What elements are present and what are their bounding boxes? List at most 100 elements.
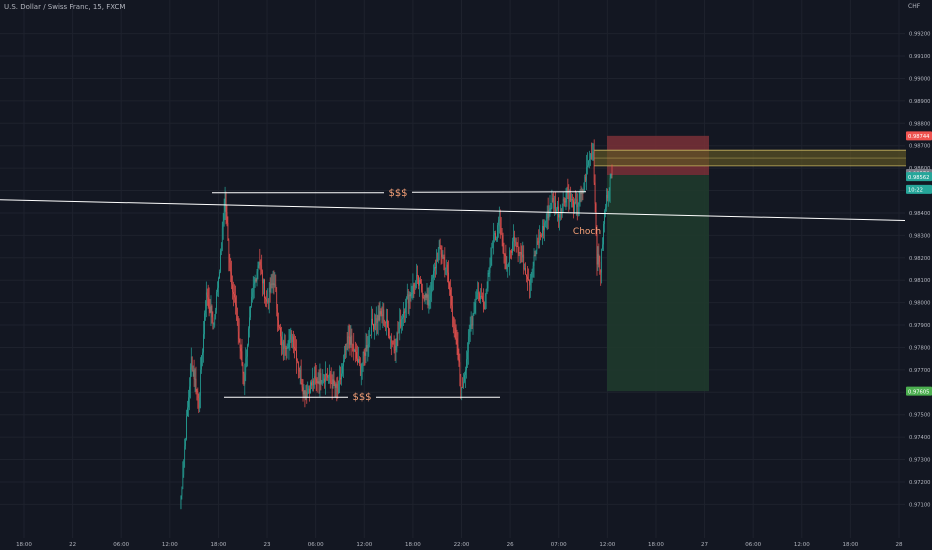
candle-body — [220, 250, 222, 251]
candle-body — [599, 261, 601, 270]
candle-body — [579, 192, 581, 202]
candle-body — [573, 200, 574, 212]
candle-body — [580, 192, 582, 195]
candle-body — [600, 269, 602, 273]
candle-body — [219, 271, 220, 279]
candle-body — [274, 284, 276, 286]
candle-body — [354, 349, 356, 352]
candle-body — [476, 294, 478, 300]
candle-body — [508, 263, 510, 267]
candle-body — [565, 193, 567, 203]
candle-body — [536, 241, 538, 251]
candle-body — [407, 294, 409, 304]
candle-body — [358, 359, 359, 363]
candle-body — [525, 268, 526, 275]
candle-body — [469, 329, 471, 333]
candle-body — [456, 338, 458, 345]
overlays: $$$ $$$ Choch — [0, 188, 906, 403]
candle-body — [337, 388, 339, 393]
candle-body — [533, 254, 535, 266]
candle-body — [539, 234, 541, 243]
candle-body — [263, 279, 264, 284]
candle-body — [192, 369, 194, 371]
candle-body — [483, 306, 485, 310]
candle-body — [418, 276, 419, 286]
candle-body — [442, 257, 444, 258]
candle-body — [338, 381, 340, 393]
candle-body — [587, 165, 588, 168]
y-tick-label: 0.97900 — [909, 323, 930, 329]
candle-body — [220, 250, 221, 272]
candle-body — [433, 270, 434, 278]
x-tick-label: 06:00 — [308, 542, 324, 548]
candle-body — [471, 324, 473, 326]
candle-body — [215, 310, 217, 318]
y-axis[interactable]: 0.99200 0.99100 0.99000 0.98900 0.98800 0.987… — [906, 32, 932, 509]
candle-body — [276, 291, 278, 309]
candle-body — [237, 324, 239, 332]
price-badge-label: 0.97605 — [908, 389, 929, 395]
liquidity-high-line-right — [411, 191, 587, 193]
candle-body — [604, 211, 605, 224]
candle-body — [234, 293, 235, 298]
candle-body — [211, 305, 213, 318]
candle-body — [295, 348, 296, 351]
candle-body — [583, 187, 585, 192]
candle-body — [265, 298, 266, 299]
candle-body — [291, 333, 293, 342]
candle-body — [399, 319, 401, 329]
candle-body — [603, 223, 604, 245]
candle-body — [181, 488, 183, 496]
candle-body — [521, 254, 523, 258]
candle-body — [436, 259, 437, 269]
candle-body — [217, 287, 218, 292]
candle-body — [304, 390, 306, 397]
candle-body — [268, 287, 270, 303]
candle-body — [510, 250, 511, 252]
liquidity-high-label: $$$ — [388, 188, 407, 199]
candle-body — [359, 359, 360, 365]
candle-body — [519, 252, 521, 254]
candle-body — [549, 208, 551, 211]
candle-body — [406, 297, 407, 308]
candle-body — [245, 358, 247, 375]
y-tick-label: 0.97400 — [909, 435, 930, 441]
candle-body — [576, 199, 578, 208]
x-axis[interactable]: 18:00 22 06:00 12:00 18:00 23 06:00 12:00 18:00 2… — [16, 542, 903, 548]
candle-body — [531, 268, 533, 278]
x-tick-label: 07:00 — [551, 542, 567, 548]
candle-body — [251, 296, 252, 307]
candle-body — [610, 174, 612, 179]
candle-body — [285, 348, 287, 350]
candles — [180, 139, 613, 510]
price-badge-label: 0.98744 — [908, 134, 930, 140]
candle-body — [320, 373, 322, 384]
candle-body — [202, 352, 203, 356]
candle-body — [218, 278, 219, 288]
candle-body — [359, 364, 361, 376]
candle-body — [504, 254, 506, 257]
candle-body — [244, 374, 246, 385]
candle-body — [606, 194, 607, 208]
candle-body — [382, 309, 384, 317]
candle-body — [372, 318, 373, 324]
candle-body — [319, 373, 321, 385]
symbol-title[interactable]: U.S. Dollar / Swiss Franc, 15, FXCM — [4, 3, 126, 11]
candle-body — [346, 343, 348, 345]
candle-body — [315, 378, 317, 379]
candle-body — [589, 159, 590, 161]
candle-body — [503, 253, 505, 255]
y-tick-label: 0.97300 — [909, 458, 930, 464]
candle-body — [267, 300, 269, 303]
candle-body — [312, 380, 313, 386]
candle-body — [453, 322, 455, 327]
candle-body — [256, 271, 258, 282]
candle-body — [393, 344, 395, 350]
candle-body — [602, 244, 603, 249]
candle-body — [284, 340, 286, 349]
candle-body — [266, 298, 267, 302]
candle-body — [210, 305, 212, 313]
candle-body — [252, 288, 254, 293]
candle-body — [264, 279, 265, 299]
